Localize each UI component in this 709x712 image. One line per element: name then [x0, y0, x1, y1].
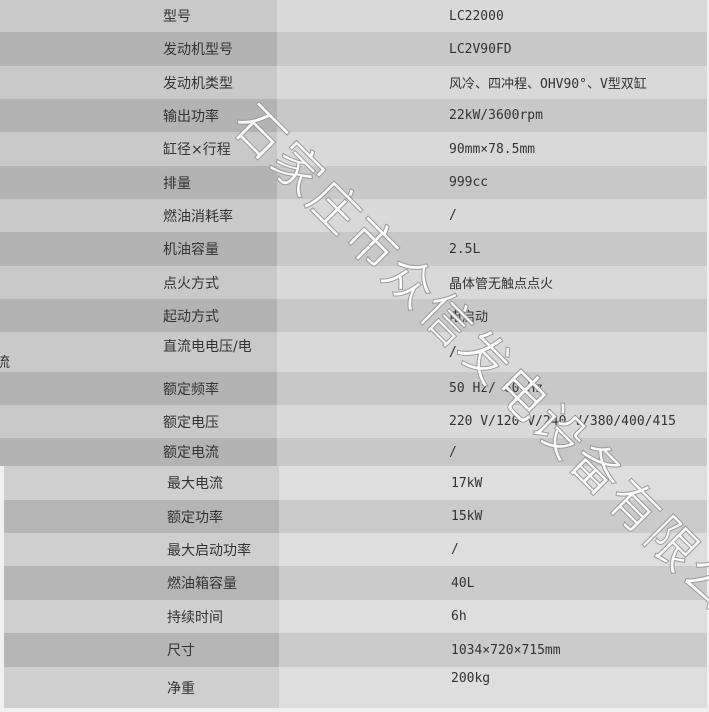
spec-label: 最大启动功率	[4, 533, 279, 566]
spec-label-text: 尺寸	[167, 643, 195, 659]
spec-label: 额定电流	[0, 438, 277, 466]
spec-label-text: 燃油箱容量	[167, 576, 237, 592]
spec-label-text: 型号	[163, 9, 191, 25]
spec-value: LC22000	[277, 0, 707, 32]
table-row: 点火方式 晶体管无触点点火	[0, 266, 707, 299]
table-row: 燃油箱容量 40L	[4, 566, 707, 600]
table-row: 起动方式 电启动	[0, 299, 707, 332]
spec-label: 最大电流	[4, 466, 279, 500]
spec-value: /	[279, 533, 707, 566]
spec-label: 净重	[4, 667, 279, 708]
spec-label: 输出功率	[0, 99, 277, 132]
table-row: 直流电电压/电流 /	[0, 332, 707, 372]
table-row: 额定频率 50 Hz/ 60 Hz	[0, 372, 707, 405]
spec-label-text: 燃油消耗率	[163, 208, 233, 225]
spec-value: 50 Hz/ 60 Hz	[277, 372, 707, 405]
spec-label: 燃油消耗率	[0, 199, 277, 232]
table-row: 持续时间 6h	[4, 600, 707, 633]
spec-table-top: 型号 LC22000 发动机型号 LC2V90FD 发动机类型 风冷、四冲程、OHV90°…	[0, 0, 707, 466]
spec-label: 燃油箱容量	[4, 566, 279, 600]
spec-value: 6h	[279, 600, 707, 633]
spec-label-text: 排量	[163, 175, 191, 192]
table-row: 尺寸 1034×720×715mm	[4, 633, 707, 667]
spec-label: 点火方式	[0, 266, 277, 299]
spec-label-text: 起动方式	[163, 308, 219, 325]
table-row: 缸径×行程 90mm×78.5mm	[0, 132, 707, 166]
spec-value: 22kW/3600rpm	[277, 99, 707, 132]
spec-value: 200kg	[279, 667, 707, 708]
spec-value: 1034×720×715mm	[279, 633, 707, 667]
spec-label-text: 持续时间	[167, 609, 223, 626]
spec-value: 40L	[279, 566, 707, 600]
spec-value: 2.5L	[277, 232, 707, 266]
spec-label: 机油容量	[0, 232, 277, 266]
table-row: 额定功率 15kW	[4, 500, 707, 533]
spec-value: 电启动	[277, 299, 707, 332]
spec-label-text: 净重	[167, 680, 195, 697]
table-row: 输出功率 22kW/3600rpm	[0, 99, 707, 132]
spec-value: 风冷、四冲程、OHV90°、V型双缸	[277, 66, 707, 99]
spec-label-text: 额定功率	[167, 509, 223, 526]
spec-value: 90mm×78.5mm	[277, 132, 707, 166]
table-row: 净重 200kg	[4, 667, 707, 708]
table-row: 燃油消耗率 /	[0, 199, 707, 232]
spec-label: 排量	[0, 166, 277, 199]
table-row: 额定电压 220 V/120 V/240 V/380/400/415	[0, 405, 707, 438]
table-row: 机油容量 2.5L	[0, 232, 707, 266]
spec-value: 晶体管无触点点火	[277, 266, 707, 299]
spec-label: 发动机型号	[0, 32, 277, 66]
spec-label: 型号	[0, 0, 277, 32]
table-row: 排量 999cc	[0, 166, 707, 199]
spec-label: 起动方式	[0, 299, 277, 332]
table-row: 最大电流 17kW	[4, 466, 707, 500]
spec-label-text: 发动机类型	[163, 75, 233, 92]
spec-label-text: 发动机型号	[163, 42, 233, 58]
spec-label: 额定频率	[0, 372, 277, 405]
spec-label: 缸径×行程	[0, 132, 277, 166]
table-row: 发动机型号 LC2V90FD	[0, 32, 707, 66]
table-row: 型号 LC22000	[0, 0, 707, 32]
spec-value: /	[277, 199, 707, 232]
spec-value: 17kW	[279, 466, 707, 500]
spec-label: 额定电压	[0, 405, 277, 438]
spec-label-text: 直流电电压/电	[163, 339, 252, 355]
spec-table-bottom: 最大电流 17kW 额定功率 15kW 最大启动功率 / 燃油箱容量 40L 持续时间 6h 尺寸 1…	[4, 466, 707, 708]
spec-label-text: 最大电流	[167, 476, 223, 492]
spec-label-text: 额定频率	[163, 381, 219, 398]
spec-value: /	[277, 438, 707, 466]
spec-label: 发动机类型	[0, 66, 277, 99]
spec-label-text: 最大启动功率	[167, 542, 251, 559]
spec-value: 999cc	[277, 166, 707, 199]
spec-label: 直流电电压/电流	[0, 332, 277, 372]
spec-label-text: 缸径×行程	[163, 142, 231, 158]
table-row: 发动机类型 风冷、四冲程、OHV90°、V型双缸	[0, 66, 707, 99]
spec-label-wrap: 流	[0, 355, 10, 371]
spec-value: 220 V/120 V/240 V/380/400/415	[277, 405, 707, 438]
spec-value: /	[277, 332, 707, 372]
table-row: 最大启动功率 /	[4, 533, 707, 566]
spec-label-text: 机油容量	[163, 242, 219, 258]
spec-value: LC2V90FD	[277, 32, 707, 66]
table-row: 额定电流 /	[0, 438, 707, 466]
spec-label-text: 额定电流	[163, 445, 219, 461]
spec-value: 15kW	[279, 500, 707, 533]
spec-label-text: 输出功率	[163, 108, 219, 125]
spec-label: 额定功率	[4, 500, 279, 533]
spec-label-text: 额定电压	[163, 414, 219, 431]
spec-label: 尺寸	[4, 633, 279, 667]
spec-label: 持续时间	[4, 600, 279, 633]
spec-label-text: 点火方式	[163, 275, 219, 292]
